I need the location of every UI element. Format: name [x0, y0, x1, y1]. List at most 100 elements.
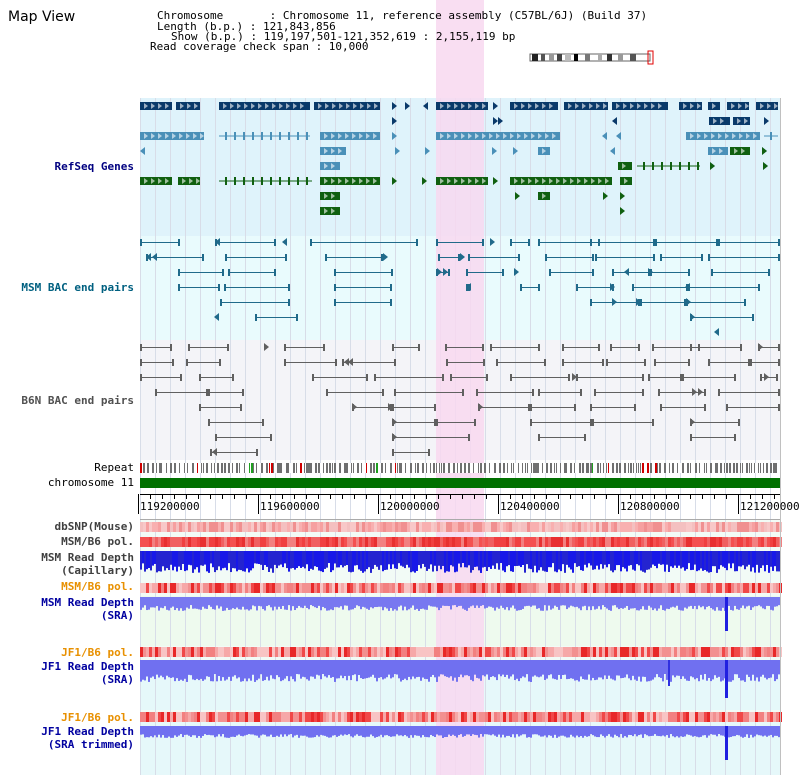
repeat-element — [592, 463, 593, 473]
msm-bac-label[interactable]: MSM BAC end pairs — [21, 281, 134, 294]
b6n-bac-pair-end — [434, 404, 436, 411]
coverage-label-msmsra[interactable]: MSM Read Depth (SRA) — [0, 596, 134, 622]
jf1-b6-pol-heat-2 — [281, 712, 284, 722]
gene-arrow — [515, 192, 520, 200]
msm-b6-pol-heat — [554, 537, 557, 547]
gene-strand-mark — [630, 103, 634, 109]
coverage-label-jf1trim[interactable]: JF1 Read Depth (SRA trimmed) — [0, 725, 134, 751]
msm-capillary-depth-bar — [286, 551, 288, 569]
msm-capillary-depth-bar — [616, 551, 618, 566]
b6n-bac-arrow — [352, 403, 357, 411]
dbsnp-heat — [713, 522, 716, 532]
jf1-sra-depth-bar — [434, 660, 436, 678]
b6n-bac-pair-end — [576, 374, 578, 381]
msm-capillary-depth-bar — [776, 551, 778, 572]
msm-capillary-depth-bar — [168, 551, 170, 571]
gene-strand-mark — [461, 103, 465, 109]
repeat-element — [269, 463, 270, 473]
ideogram-position-marker — [647, 50, 654, 65]
jf1-b6-pol-heat — [155, 647, 158, 657]
jf1-b6-pol-heat — [653, 647, 656, 657]
jf1-trim-depth-bar — [586, 726, 588, 737]
coverage-label-jf1b6b[interactable]: JF1/B6 pol. — [0, 711, 134, 724]
coverage-label-dbsnp[interactable]: dbSNP(Mouse) — [0, 520, 134, 533]
jf1-trim-depth-bar — [624, 726, 626, 737]
msm-b6-pol-heat — [536, 537, 539, 547]
jf1-sra-depth-bar — [600, 660, 602, 678]
coverage-label-msmb6a[interactable]: MSM/B6 pol. — [0, 535, 134, 548]
dbsnp-heat — [251, 522, 254, 532]
jf1-b6-pol-heat-2 — [653, 712, 656, 722]
gene-strand-mark — [760, 103, 764, 109]
dbsnp-heat — [179, 522, 182, 532]
msm-b6-pol-heat-2 — [638, 583, 641, 593]
repeat-element — [361, 463, 362, 473]
msm-bac-pair-end — [653, 254, 655, 261]
msm-b6-pol-heat-2 — [653, 583, 656, 593]
jf1-sra-depth-bar — [452, 660, 454, 681]
jf1-trim-depth-bar — [670, 726, 672, 735]
msm-sra-depth-bar — [194, 597, 196, 609]
jf1-sra-depth-bar — [314, 660, 316, 679]
msm-b6-pol-heat — [149, 537, 152, 547]
msm-capillary-depth-bar — [640, 551, 642, 571]
coverage-label-jf1sra[interactable]: JF1 Read Depth (SRA) — [0, 660, 134, 686]
msm-b6-pol-heat-2 — [521, 583, 524, 593]
msm-sra-depth-bar — [366, 597, 368, 609]
jf1-sra-depth-bar — [404, 660, 406, 679]
gene-strand-mark — [744, 118, 748, 124]
jf1-b6-pol-heat — [407, 647, 410, 657]
b6n-bac-pair-end — [594, 389, 596, 396]
refseq-genes-label[interactable]: RefSeq Genes — [54, 160, 134, 173]
jf1-b6-pol-heat — [404, 647, 407, 657]
msm-sra-depth-bar — [348, 597, 350, 611]
gene-strand-mark — [359, 178, 363, 184]
jf1-trim-depth-bar — [312, 726, 314, 738]
coverage-label-jf1b6a[interactable]: JF1/B6 pol. — [0, 646, 134, 659]
coverage-label-msmb6b[interactable]: MSM/B6 pol. — [0, 580, 134, 593]
jf1-sra-depth-bar — [778, 660, 780, 675]
jf1-trim-depth-spike — [725, 726, 728, 760]
msm-sra-depth-bar — [286, 597, 288, 610]
gene-strand-mark — [623, 103, 627, 109]
jf1-sra-depth-bar — [730, 660, 732, 682]
msm-bac-pair-end — [758, 284, 760, 291]
dbsnp-heat — [323, 522, 326, 532]
b6n-bac-pair-end — [242, 389, 244, 396]
repeat-element — [624, 463, 626, 473]
msm-sra-depth-bar — [178, 597, 180, 611]
coverage-label-msmcap[interactable]: MSM Read Depth (Capillary) — [0, 551, 134, 577]
msm-b6-pol-heat — [317, 537, 320, 547]
msm-capillary-depth-bar — [516, 551, 518, 566]
msm-sra-depth-bar — [156, 597, 158, 607]
msm-b6-pol-heat — [350, 537, 353, 547]
dbsnp-heat — [206, 522, 209, 532]
dbsnp-heat — [500, 522, 503, 532]
msm-b6-pol-heat — [674, 537, 677, 547]
msm-capillary-depth-bar — [450, 551, 452, 566]
msm-capillary-depth-bar — [336, 551, 338, 568]
gene-strand-mark — [596, 103, 600, 109]
jf1-sra-depth-bar — [486, 660, 488, 675]
msm-capillary-depth-bar — [236, 551, 238, 572]
msm-capillary-depth-bar — [570, 551, 572, 570]
repeat-element — [473, 463, 474, 473]
msm-sra-depth-bar — [480, 597, 482, 606]
msm-sra-depth-bar — [242, 597, 244, 607]
b6n-bac-label[interactable]: B6N BAC end pairs — [21, 394, 134, 407]
msm-b6-pol-heat — [146, 537, 149, 547]
msm-b6-pol-heat-2 — [407, 583, 410, 593]
gene-arrow — [762, 147, 767, 155]
gene-arrow — [602, 132, 607, 140]
msm-sra-depth-bar — [382, 597, 384, 611]
b6n-bac-pair-end — [140, 359, 142, 366]
msm-b6-pol-heat-2 — [458, 583, 461, 593]
jf1-sra-depth-bar — [568, 660, 570, 679]
repeat-element — [315, 463, 317, 473]
jf1-trim-depth-bar — [684, 726, 686, 737]
msm-sra-depth-bar — [452, 597, 454, 606]
jf1-b6-pol-heat-2 — [455, 712, 458, 722]
jf1-trim-depth-bar — [150, 726, 152, 737]
jf1-trim-depth-bar — [146, 726, 148, 738]
msm-capillary-depth-bar — [240, 551, 242, 571]
